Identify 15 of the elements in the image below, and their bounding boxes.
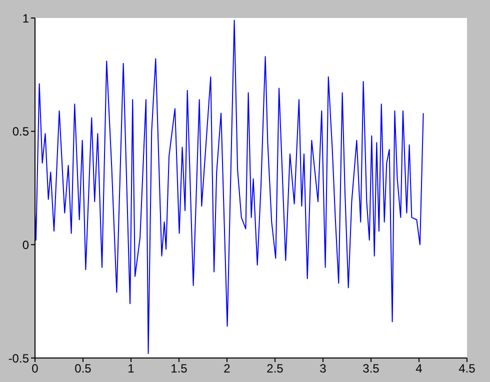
- x-tick-label: 0: [32, 362, 39, 376]
- x-tick-label: 3.5: [362, 362, 380, 376]
- y-tick-label: 0: [22, 238, 30, 252]
- y-tick-label: 1: [22, 11, 30, 26]
- x-tick-label: 0.5: [74, 362, 92, 376]
- x-tick-label: 3: [320, 362, 327, 376]
- y-tick-label: 0.5: [12, 124, 30, 139]
- y-tick-label: -0.5: [8, 351, 30, 366]
- x-tick-label: 1.5: [170, 362, 188, 376]
- x-tick-label: 4.5: [458, 362, 476, 376]
- x-tick-label: 4: [416, 362, 423, 376]
- line-series: [35, 20, 424, 354]
- x-tick-label: 1: [128, 362, 135, 376]
- x-tick-label: 2: [224, 362, 231, 376]
- x-tick-label: 2.5: [266, 362, 284, 376]
